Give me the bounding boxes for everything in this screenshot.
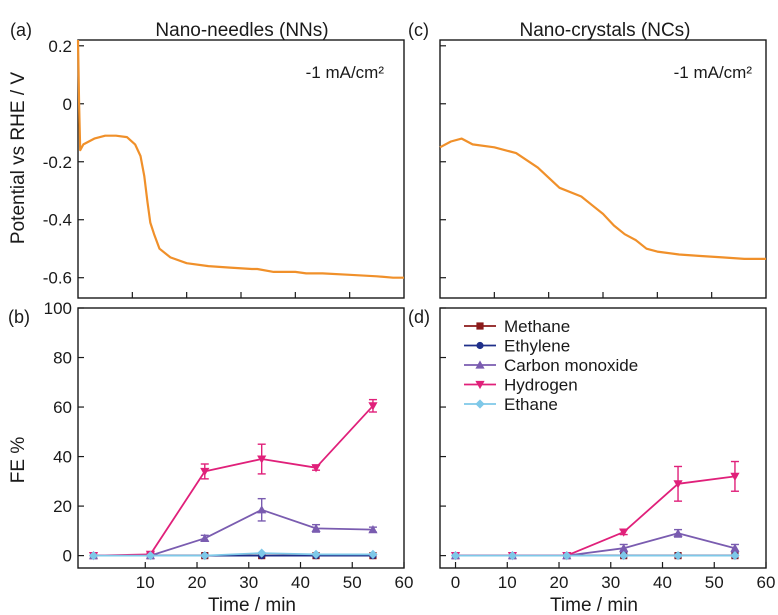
panel-c-title: Nano-crystals (NCs)	[519, 20, 690, 41]
panel-d-ethane-point	[619, 551, 629, 561]
panel-b-carbon_monoxide-line	[93, 508, 374, 557]
panel-d-x-tick-label: 30	[601, 573, 620, 592]
panel-b-ethane-point	[368, 549, 378, 559]
legend-methane-marker	[476, 322, 484, 330]
bottom-y-tick-label: 100	[44, 299, 72, 318]
panel-d-hydrogen-point	[673, 480, 683, 489]
panel-b-carbon_monoxide-point	[368, 525, 378, 534]
panel-d-x-tick-label: 50	[705, 573, 724, 592]
panel-a-title: Nano-needles (NNs)	[155, 20, 328, 41]
panel-b-ethane-point	[200, 551, 210, 561]
legend-ethylene-marker	[476, 341, 484, 350]
panel-a-annotation: -1 mA/cm²	[306, 63, 385, 82]
panel-d-x-tick-label: 40	[653, 573, 672, 592]
legend-hydrogen-label: Hydrogen	[504, 376, 578, 395]
top-y-axis-label: Potential vs RHE / V	[8, 72, 29, 244]
bottom-y-tick-label: 80	[53, 349, 72, 368]
panel-d-ethane-point	[507, 551, 518, 561]
legend-ethane-marker	[475, 399, 485, 409]
panel-b-x-tick-label: 50	[343, 573, 362, 592]
legend-carbon_monoxide-label: Carbon monoxide	[504, 356, 638, 375]
panel-b-carbon_monoxide-point	[311, 523, 321, 532]
panel-d-carbon_monoxide-point	[730, 543, 740, 552]
panel-b-x-tick-label: 20	[188, 573, 207, 592]
panel-b-frame	[77, 307, 405, 569]
panel-b-x-tick-label: 40	[291, 573, 310, 592]
panel-b-ethane-point	[145, 551, 156, 561]
panel-b-ethane-point	[257, 548, 267, 558]
bottom-y-tick-label: 20	[53, 497, 72, 516]
panel-b-x-tick-label: 10	[136, 573, 155, 592]
legend-hydrogen-marker	[475, 380, 485, 390]
panel-d-ethane-point	[562, 551, 572, 561]
panel-d-ethane-point	[730, 551, 740, 561]
panel-c-potential-line	[439, 137, 766, 260]
legend-methane-label: Methane	[504, 317, 570, 336]
panel-b-ethane-line	[93, 552, 373, 557]
panel-b-hydrogen-point	[368, 402, 378, 411]
bottom-y-tick-label: 0	[63, 547, 72, 566]
panel-d-carbon_monoxide-point	[673, 528, 683, 537]
panel-c-tag: (c)	[408, 20, 429, 40]
panel-d-x-tick-label: 20	[550, 573, 569, 592]
panel-d-ethane-point	[673, 551, 683, 561]
panel-d-hydrogen-line	[455, 475, 736, 557]
panel-c-annotation: -1 mA/cm²	[674, 63, 753, 82]
panel-b-hydrogen-point	[200, 467, 210, 477]
panel-d-tag: (d)	[408, 307, 430, 327]
panel-b-tag: (b)	[8, 307, 30, 327]
panel-d-ethane-point	[450, 551, 461, 561]
panel-b-x-tick-label: 30	[239, 573, 258, 592]
legend-ethylene-label: Ethylene	[504, 337, 570, 356]
top-y-tick-label: -0.6	[43, 269, 72, 288]
panel-d-hydrogen-point	[730, 472, 740, 481]
panel-d-frame	[439, 307, 767, 569]
panel-a-potential-line	[76, 39, 404, 279]
panel-d-hydrogen-point	[619, 528, 629, 537]
panel-b-hydrogen-point	[257, 455, 267, 464]
panel-b-x-tick-label: 60	[395, 573, 414, 592]
panel-d-carbon_monoxide-point	[619, 543, 629, 552]
top-y-tick-label: 0.2	[48, 37, 72, 56]
top-y-tick-label: 0	[63, 95, 72, 114]
panel-d-x-tick-label: 10	[498, 573, 517, 592]
legend-carbon_monoxide-marker	[475, 360, 485, 369]
panel-b-carbon_monoxide-point	[200, 533, 210, 542]
panel-b-ethane-point	[88, 551, 99, 561]
bottom-y-axis-label: FE %	[8, 437, 29, 484]
panel-b-hydrogen-line	[93, 405, 374, 557]
panel-d-x-tick-label: 0	[451, 573, 460, 592]
panel-d-x-axis-label: Time / min	[550, 595, 638, 615]
panel-b-ethane-point	[311, 549, 321, 559]
panel-d-x-tick-label: 60	[757, 573, 776, 592]
panel-b-x-axis-label: Time / min	[208, 595, 296, 615]
legend-ethane-label: Ethane	[504, 395, 558, 414]
panel-b-carbon_monoxide-point	[257, 505, 267, 514]
bottom-y-tick-label: 40	[53, 448, 72, 467]
top-y-tick-label: -0.2	[43, 153, 72, 172]
top-y-tick-label: -0.4	[43, 211, 72, 230]
panel-a-tag: (a)	[10, 20, 32, 40]
bottom-y-tick-label: 60	[53, 398, 72, 417]
panel-b-hydrogen-point	[311, 464, 321, 473]
